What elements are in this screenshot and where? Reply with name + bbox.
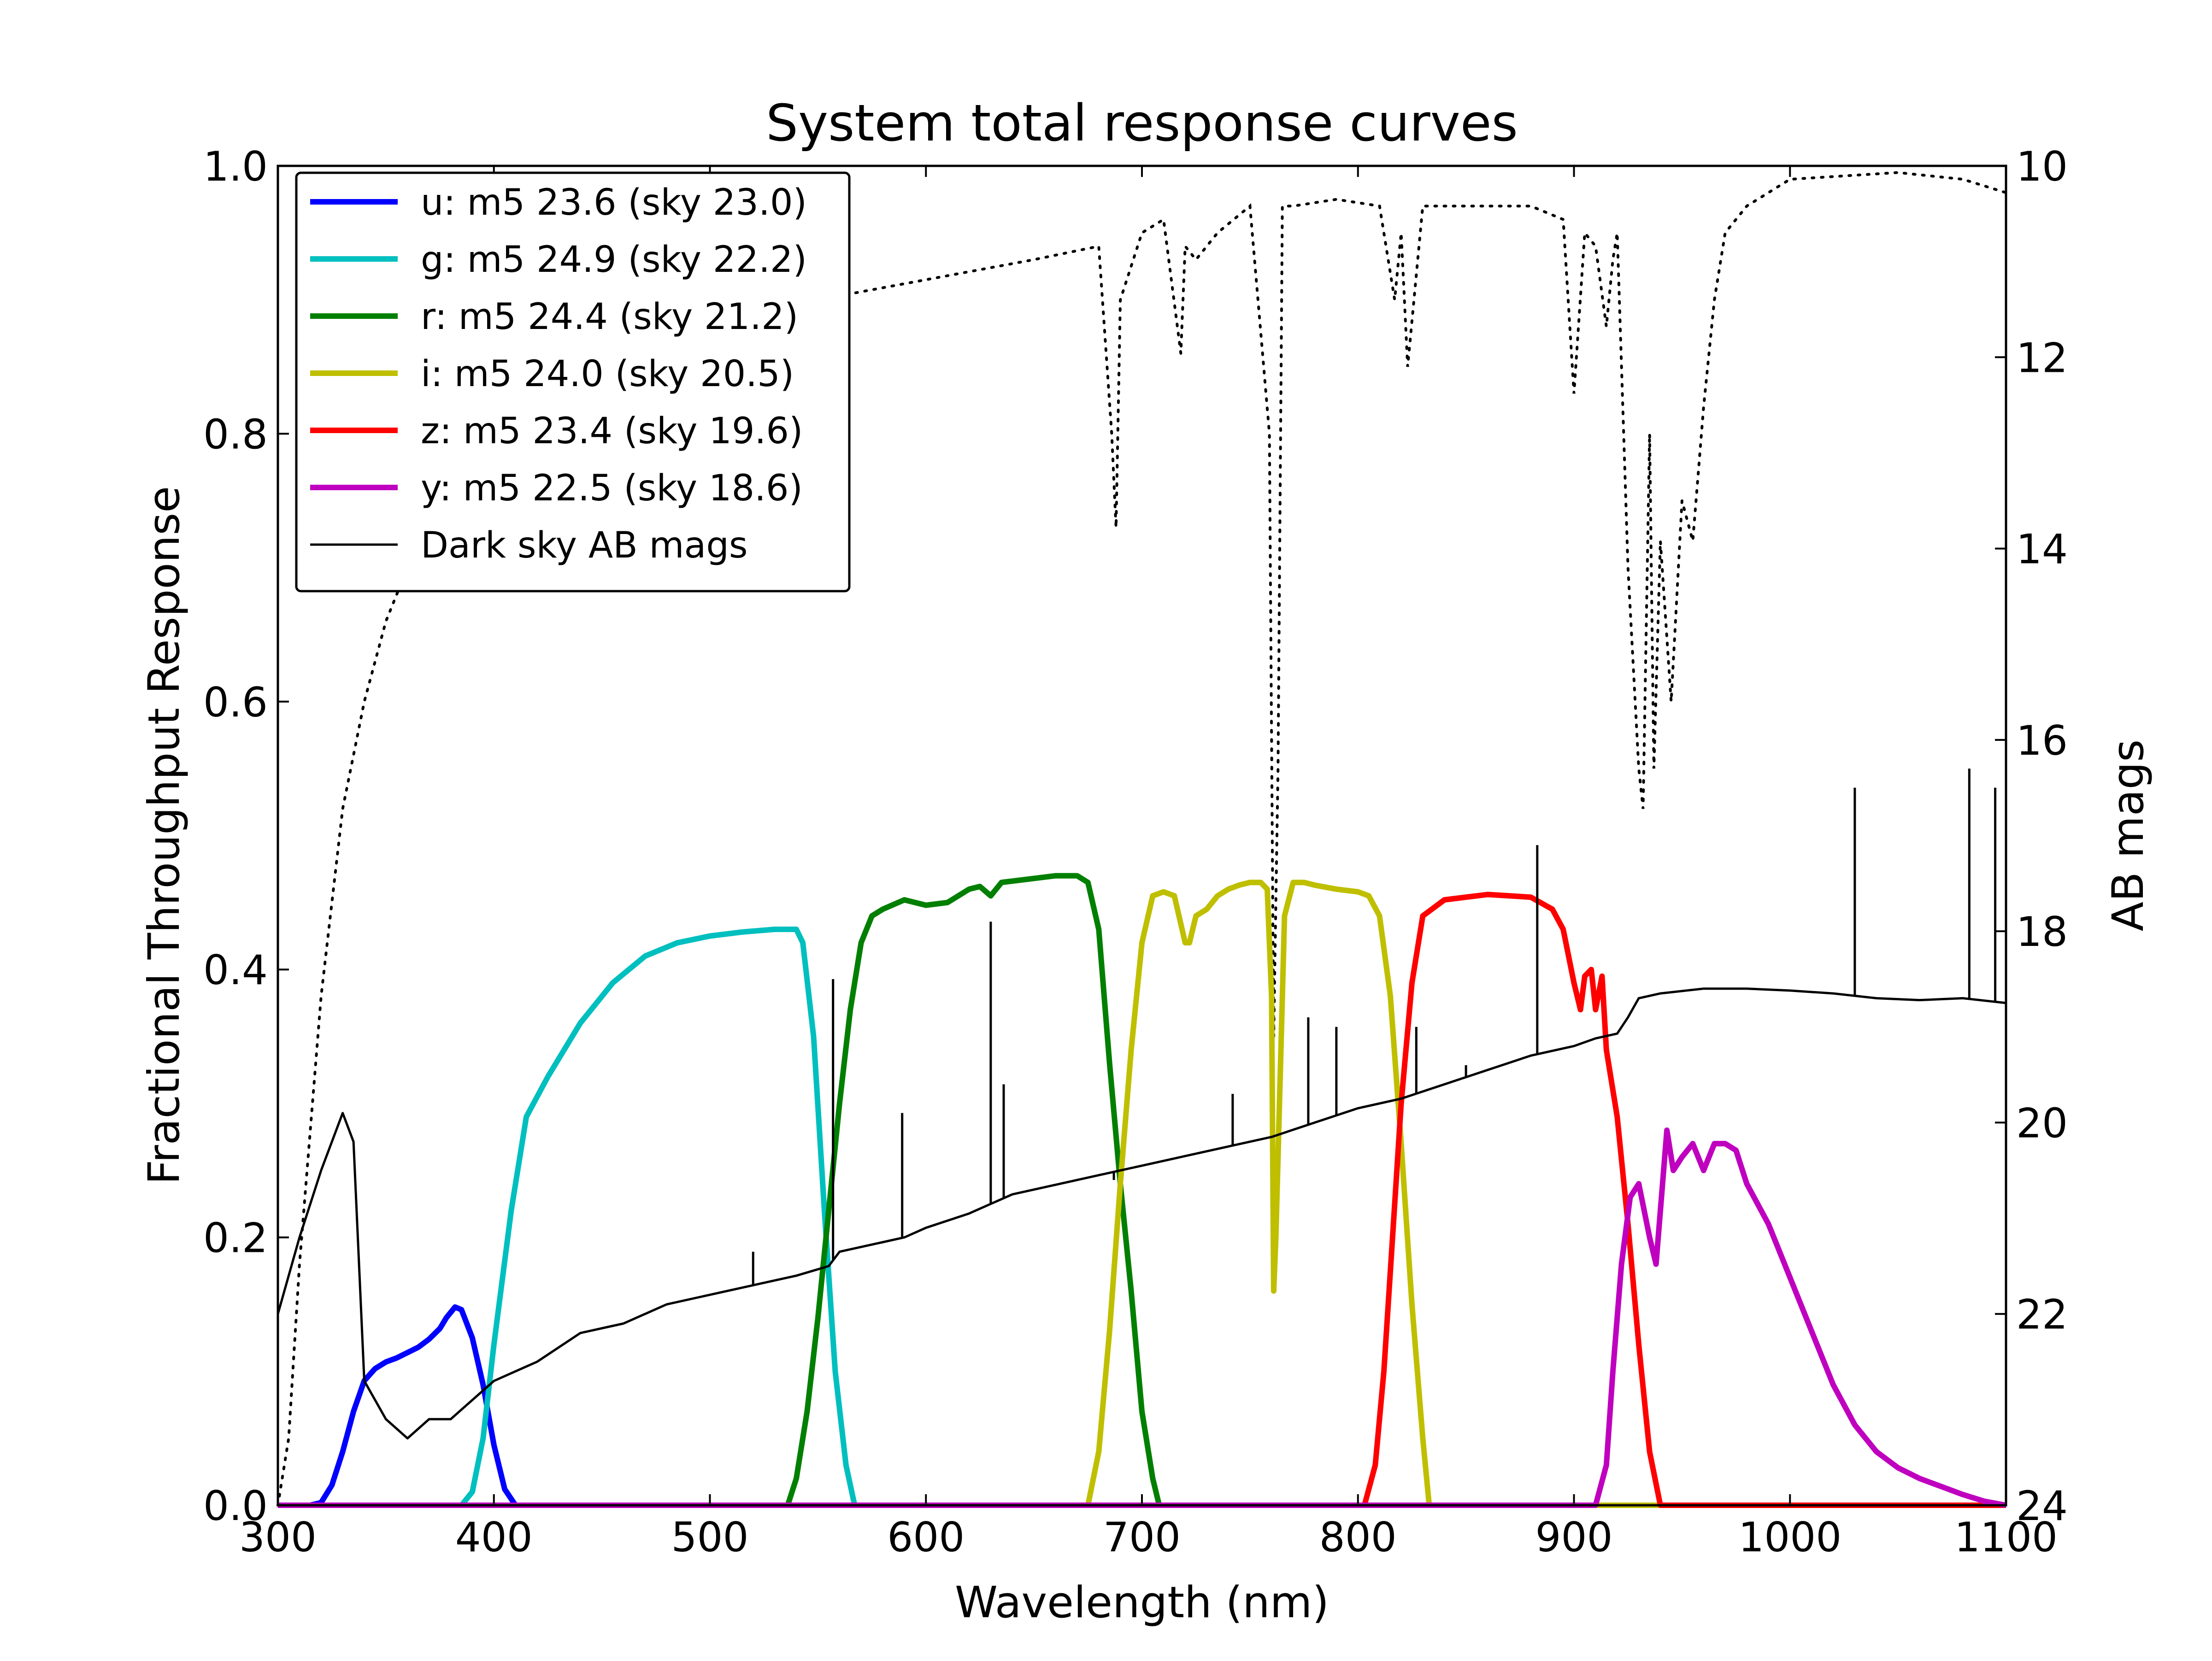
right-axis-label: AB mags bbox=[2103, 740, 2153, 931]
legend-label: z: m5 23.4 (sky 19.6) bbox=[421, 411, 803, 452]
legend-label: g: m5 24.9 (sky 22.2) bbox=[421, 239, 807, 281]
x-tick-label: 1100 bbox=[1954, 1514, 2058, 1561]
y-tick-label: 0.8 bbox=[203, 411, 268, 458]
x-tick-label: 300 bbox=[239, 1514, 317, 1561]
x-axis-label: Wavelength (nm) bbox=[955, 1578, 1329, 1628]
x-tick-label: 800 bbox=[1319, 1514, 1397, 1561]
legend: u: m5 23.6 (sky 23.0) g: m5 24.9 (sky 22.… bbox=[295, 171, 851, 593]
atmosphere-transmission-line bbox=[276, 171, 2007, 1507]
right-tick-label: 14 bbox=[2016, 526, 2068, 573]
right-tick-label: 16 bbox=[2016, 717, 2068, 764]
right-tick-label: 12 bbox=[2016, 334, 2068, 382]
right-tick-label: 18 bbox=[2016, 908, 2068, 956]
x-tick-label: 700 bbox=[1103, 1514, 1181, 1561]
legend-label: r: m5 24.4 (sky 21.2) bbox=[421, 296, 798, 338]
legend-label: Dark sky AB mags bbox=[421, 525, 747, 566]
right-tick-label: 20 bbox=[2016, 1099, 2068, 1147]
series-line-z-m5-23-4-sky-19-6 bbox=[278, 892, 2006, 1508]
y-tick-label: 0.0 bbox=[203, 1482, 268, 1530]
x-tick-label: 600 bbox=[887, 1514, 965, 1561]
x-tick-label: 400 bbox=[455, 1514, 533, 1561]
legend-box bbox=[295, 171, 851, 593]
y-tick-label: 1.0 bbox=[203, 143, 268, 190]
y-tick-label: 0.4 bbox=[203, 946, 268, 994]
x-tick-label: 1000 bbox=[1738, 1514, 1841, 1561]
series-line-r-m5-24-4-sky-21-2 bbox=[278, 873, 2006, 1508]
y-axis-label: Fractional Throughput Response bbox=[139, 486, 189, 1185]
right-tick-label: 22 bbox=[2016, 1291, 2068, 1338]
legend-label: i: m5 24.0 (sky 20.5) bbox=[421, 353, 794, 395]
legend-label: y: m5 22.5 (sky 18.6) bbox=[421, 468, 803, 509]
right-tick-label: 24 bbox=[2016, 1482, 2068, 1530]
legend-label: u: m5 23.6 (sky 23.0) bbox=[421, 182, 807, 223]
chart-title: System total response curves bbox=[766, 94, 1518, 153]
series-line-g-m5-24-9-sky-22-2 bbox=[278, 927, 2006, 1508]
series-line-dark-sky-ab-mags bbox=[276, 987, 2006, 1440]
series-line-i-m5-24-0-sky-20-5 bbox=[278, 880, 2006, 1508]
series-line-y-m5-22-5-sky-18-6 bbox=[278, 1127, 2007, 1508]
y-tick-label: 0.2 bbox=[203, 1215, 268, 1262]
y-tick-label: 0.6 bbox=[203, 679, 268, 726]
x-tick-label: 900 bbox=[1535, 1514, 1613, 1561]
x-tick-label: 500 bbox=[671, 1514, 749, 1561]
right-tick-label: 10 bbox=[2016, 143, 2068, 190]
